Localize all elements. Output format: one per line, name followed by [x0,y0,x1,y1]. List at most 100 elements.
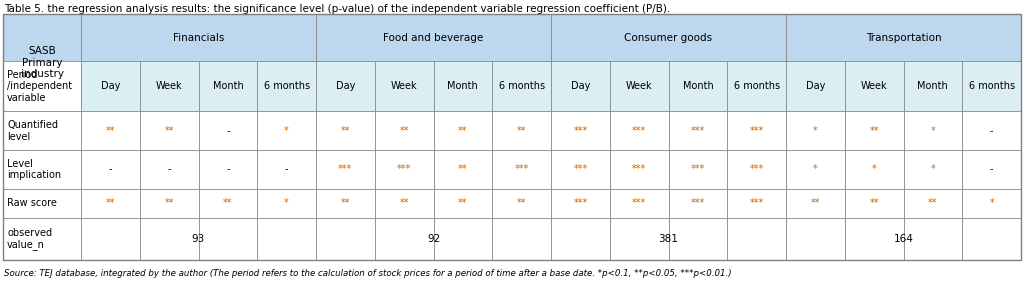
Text: *: * [989,199,994,208]
Bar [963,61,1021,111]
Bar [493,150,551,189]
Bar [609,61,669,111]
Text: **: ** [458,164,468,175]
Bar [139,150,199,189]
Bar [963,150,1021,189]
Bar [845,61,903,111]
Bar [551,111,609,150]
Text: ***: *** [573,199,588,208]
Bar [81,111,139,150]
Text: observed
value_n: observed value_n [7,228,52,250]
Bar [609,218,669,260]
Text: 6 months: 6 months [733,81,779,91]
Bar [551,150,609,189]
Text: **: ** [869,199,879,208]
Text: ***: *** [691,199,705,208]
Bar [963,189,1021,218]
Text: 6 months: 6 months [499,81,545,91]
Text: Month: Month [213,81,244,91]
Bar [669,150,727,189]
Text: Day: Day [806,81,825,91]
Text: ***: *** [514,164,528,175]
Bar [669,111,727,150]
Text: -: - [990,126,993,136]
Text: ***: *** [750,199,764,208]
Bar [81,14,316,61]
Bar [433,218,493,260]
Text: 6 months: 6 months [263,81,309,91]
Bar [375,189,433,218]
Bar [139,61,199,111]
Bar [551,189,609,218]
Text: ***: *** [573,126,588,136]
Text: *: * [285,199,289,208]
Bar [257,218,316,260]
Bar [199,111,257,150]
Bar [845,111,903,150]
Bar [81,150,139,189]
Bar [257,61,316,111]
Text: **: ** [399,199,409,208]
Bar [963,111,1021,150]
Bar [786,189,845,218]
Bar [493,218,551,260]
Bar [903,150,963,189]
Bar [139,111,199,150]
Text: *: * [813,126,818,136]
Bar [786,150,845,189]
Bar [139,189,199,218]
Bar [3,14,1021,260]
Text: **: ** [458,199,468,208]
Bar [3,218,81,260]
Bar [375,150,433,189]
Bar [433,150,493,189]
Text: **: ** [341,126,350,136]
Bar [433,189,493,218]
Text: Quantified
level: Quantified level [7,120,58,142]
Bar [727,61,786,111]
Text: ***: *** [632,126,646,136]
Text: **: ** [105,126,115,136]
Text: 93: 93 [191,234,205,244]
Bar [609,150,669,189]
Text: Source: TEJ database, integrated by the author (The period refers to the calcula: Source: TEJ database, integrated by the … [4,269,731,278]
Text: 164: 164 [894,234,913,244]
Text: Month: Month [447,81,478,91]
Bar [3,61,81,111]
Text: -: - [226,126,229,136]
Text: ***: *** [338,164,352,175]
Bar [199,218,257,260]
Text: *: * [931,126,935,136]
Bar [199,189,257,218]
Bar [786,111,845,150]
Text: ***: *** [632,164,646,175]
Bar [903,111,963,150]
Bar [199,61,257,111]
Text: **: ** [105,199,115,208]
Text: **: ** [458,126,468,136]
Bar [257,111,316,150]
Text: Week: Week [861,81,888,91]
Bar [3,111,81,150]
Bar [199,150,257,189]
Text: Period
/independent
variable: Period /independent variable [7,70,72,103]
Bar [257,189,316,218]
Text: Financials: Financials [173,32,224,43]
Bar [316,218,375,260]
Text: *: * [285,126,289,136]
Text: -: - [167,164,171,175]
Text: 381: 381 [658,234,679,244]
Text: Week: Week [156,81,182,91]
Bar [845,189,903,218]
Bar [609,189,669,218]
Bar [316,189,375,218]
Text: Month: Month [683,81,714,91]
Text: *: * [813,164,818,175]
Bar [493,111,551,150]
Bar [963,218,1021,260]
Text: ***: *** [691,126,705,136]
Text: ***: *** [397,164,412,175]
Bar [669,218,727,260]
Text: SASB
Primary
industry: SASB Primary industry [20,46,63,79]
Bar [727,189,786,218]
